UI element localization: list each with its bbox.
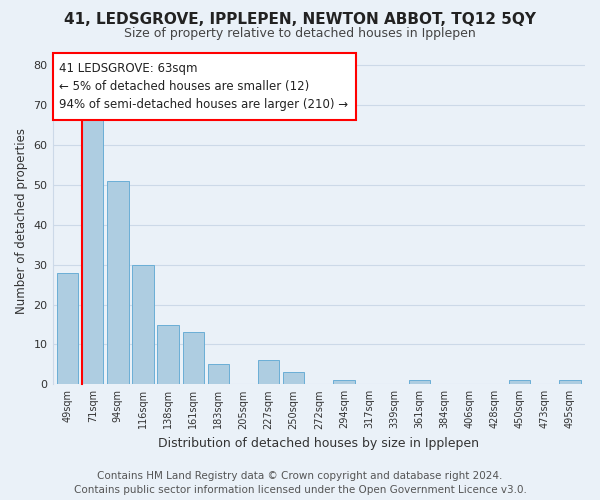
Bar bbox=[208, 364, 229, 384]
Bar bbox=[107, 181, 128, 384]
Bar bbox=[283, 372, 304, 384]
Bar bbox=[182, 332, 204, 384]
Bar bbox=[333, 380, 355, 384]
Text: Size of property relative to detached houses in Ipplepen: Size of property relative to detached ho… bbox=[124, 28, 476, 40]
X-axis label: Distribution of detached houses by size in Ipplepen: Distribution of detached houses by size … bbox=[158, 437, 479, 450]
Bar bbox=[409, 380, 430, 384]
Text: Contains HM Land Registry data © Crown copyright and database right 2024.
Contai: Contains HM Land Registry data © Crown c… bbox=[74, 471, 526, 495]
Bar bbox=[258, 360, 279, 384]
Bar bbox=[509, 380, 530, 384]
Y-axis label: Number of detached properties: Number of detached properties bbox=[15, 128, 28, 314]
Bar bbox=[157, 324, 179, 384]
Text: 41, LEDSGROVE, IPPLEPEN, NEWTON ABBOT, TQ12 5QY: 41, LEDSGROVE, IPPLEPEN, NEWTON ABBOT, T… bbox=[64, 12, 536, 28]
Bar bbox=[132, 264, 154, 384]
Text: 41 LEDSGROVE: 63sqm
← 5% of detached houses are smaller (12)
94% of semi-detache: 41 LEDSGROVE: 63sqm ← 5% of detached hou… bbox=[59, 62, 347, 111]
Bar bbox=[57, 272, 78, 384]
Bar bbox=[559, 380, 581, 384]
Bar bbox=[82, 118, 103, 384]
